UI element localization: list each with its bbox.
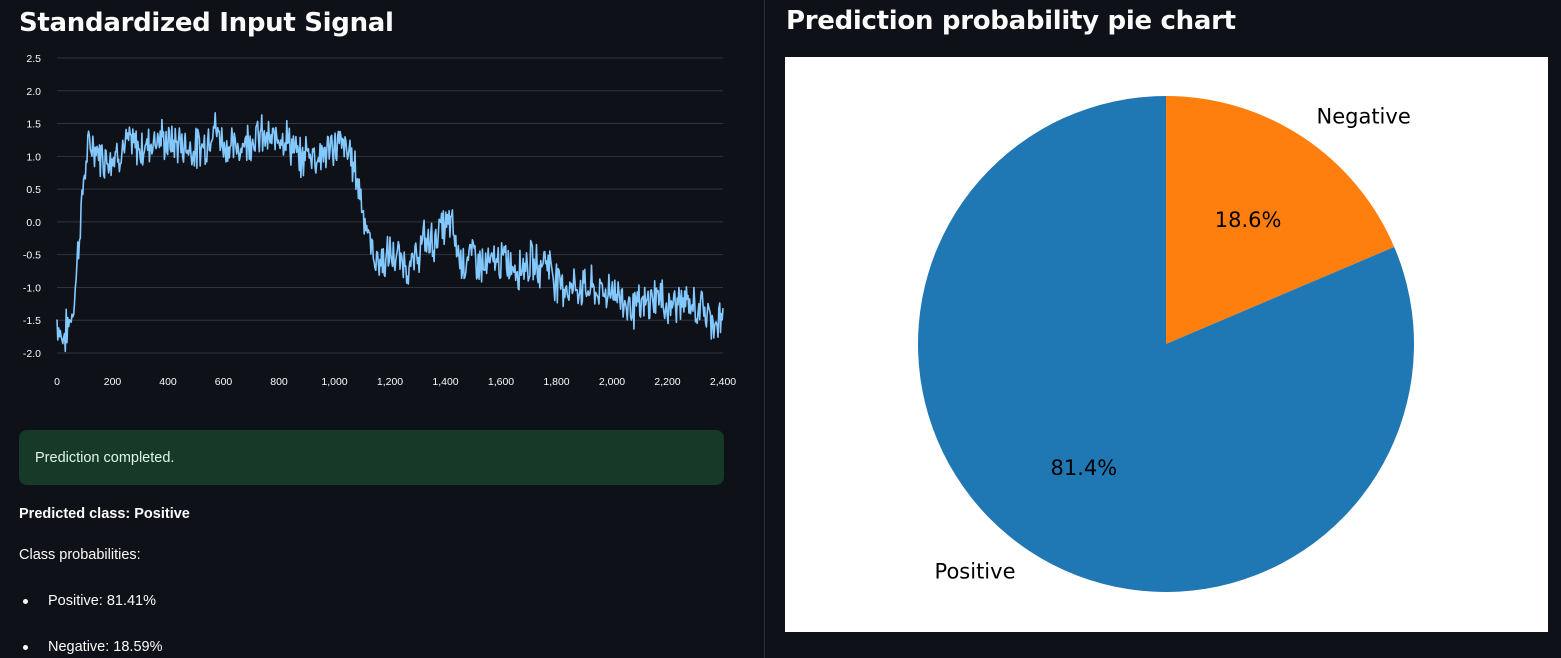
pie-slice-positive — [918, 96, 1415, 592]
x-tick-label: 2,000 — [599, 376, 625, 388]
right-column: Prediction probability pie chart Negativ… — [765, 0, 1561, 658]
x-tick-label: 2,200 — [654, 376, 680, 388]
x-tick-label: 1,200 — [377, 376, 403, 388]
probability-text-negative: Negative: 18.59% — [48, 639, 163, 655]
x-tick-label: 1,000 — [321, 376, 347, 388]
y-tick-label: 1.0 — [26, 151, 41, 163]
x-tick-label: 1,400 — [432, 376, 458, 388]
prediction-pie-chart: Negative 18.6% Positive 81.4% — [918, 96, 1415, 592]
signal-series-line — [56, 112, 724, 353]
y-tick-label: 2.0 — [26, 86, 41, 98]
left-column: Standardized Input Signal -2.0 -1.5 -1.0 -0… — [0, 0, 764, 658]
x-tick-label: 800 — [270, 376, 288, 388]
x-tick-label: 400 — [159, 376, 177, 388]
y-axis-tick-labels: -2.0 -1.5 -1.0 -0.5 0.0 0.5 1.0 1.5 2.0 2.5 — [23, 53, 41, 360]
signal-line-chart: -2.0 -1.5 -1.0 -0.5 0.0 0.5 1.0 1.5 2.0 2.5 0 200 4… — [23, 53, 736, 388]
y-tick-label: -1.5 — [23, 315, 41, 327]
predicted-class-label: Predicted class: Positive — [19, 506, 190, 522]
page-title-signal: Standardized Input Signal — [19, 8, 394, 38]
y-tick-label: -2.0 — [23, 348, 41, 360]
y-tick-label: -1.0 — [23, 282, 41, 294]
bullet-icon — [23, 599, 28, 604]
y-tick-label: 0.5 — [26, 184, 41, 196]
y-tick-label: 1.5 — [26, 119, 41, 131]
success-alert: Prediction completed. — [19, 430, 724, 485]
success-alert-text: Prediction completed. — [35, 450, 175, 466]
bullet-icon — [23, 645, 28, 650]
class-probabilities-heading: Class probabilities: — [19, 547, 141, 563]
chart-gridlines — [57, 57, 723, 354]
x-tick-label: 2,400 — [710, 376, 736, 388]
pie-percent-label: 18.6% — [1215, 208, 1282, 232]
pie-chart-panel: Negative 18.6% Positive 81.4% — [785, 57, 1548, 632]
pie-category-label: Negative — [1317, 105, 1411, 129]
x-tick-label: 0 — [54, 376, 60, 388]
page-title-pie: Prediction probability pie chart — [786, 6, 1236, 36]
x-tick-label: 1,800 — [543, 376, 569, 388]
pie-category-label: Positive — [935, 560, 1016, 584]
x-axis-tick-labels: 0 200 400 600 800 1,000 1,200 1,400 1,600 1,800 2,… — [54, 376, 736, 388]
pie-slice-negative — [1166, 96, 1395, 344]
y-tick-label: -0.5 — [23, 250, 41, 262]
column-divider — [764, 0, 765, 658]
x-tick-label: 600 — [215, 376, 233, 388]
x-tick-label: 1,600 — [488, 376, 514, 388]
probability-text-positive: Positive: 81.41% — [48, 593, 157, 609]
y-tick-label: 0.0 — [26, 217, 41, 229]
x-tick-label: 200 — [104, 376, 122, 388]
pie-percent-label: 81.4% — [1051, 456, 1118, 480]
y-tick-label: 2.5 — [26, 53, 41, 65]
